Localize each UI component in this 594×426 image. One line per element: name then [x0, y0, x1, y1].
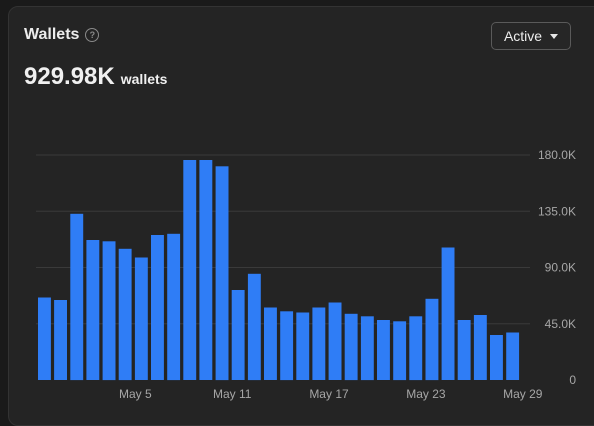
status-dropdown[interactable]: Active — [491, 22, 571, 50]
bar[interactable] — [102, 241, 116, 381]
y-tick-label: 135.0K — [538, 204, 576, 218]
bar[interactable] — [441, 247, 455, 381]
bar[interactable] — [377, 320, 390, 380]
bar[interactable] — [54, 300, 67, 380]
bar[interactable] — [167, 233, 181, 381]
bar[interactable] — [264, 307, 277, 381]
x-tick-label: May 23 — [406, 387, 446, 401]
metric-value: 929.98K — [24, 63, 115, 90]
caret-down-icon — [550, 33, 559, 39]
bar[interactable] — [70, 213, 84, 381]
bar[interactable] — [425, 298, 439, 381]
bar[interactable] — [344, 313, 358, 381]
x-tick-label: May 29 — [503, 387, 543, 401]
bar[interactable] — [360, 316, 374, 381]
bar[interactable] — [393, 321, 407, 381]
bar[interactable] — [151, 235, 164, 380]
bar[interactable] — [296, 312, 310, 381]
bar[interactable] — [215, 166, 229, 381]
y-tick-label: 0 — [569, 373, 576, 387]
y-tick-label: 45.0K — [545, 317, 576, 331]
help-circle-icon[interactable]: ? — [85, 28, 100, 42]
bar[interactable] — [490, 335, 503, 380]
bar[interactable] — [86, 240, 100, 380]
bar[interactable] — [247, 273, 261, 381]
wallets-bar-chart: 0 45.0K 90.0K 135.0K 180.0K May 5 May 11 May 17… — [36, 148, 576, 401]
y-tick-label: 180.0K — [538, 148, 576, 162]
bar[interactable] — [328, 302, 342, 381]
card-title-group: Wallets ? — [24, 26, 100, 44]
bar[interactable] — [118, 248, 132, 381]
bar[interactable] — [312, 307, 326, 381]
bar[interactable] — [183, 160, 197, 380]
y-tick-label: 90.0K — [545, 261, 576, 275]
bar[interactable] — [231, 290, 245, 380]
metric-unit: wallets — [120, 71, 168, 87]
bar[interactable] — [134, 257, 148, 381]
bar[interactable] — [199, 160, 213, 380]
card-title: Wallets — [24, 26, 80, 43]
bar[interactable] — [280, 311, 294, 381]
bar[interactable] — [457, 320, 471, 380]
dropdown-selected-value: Active — [503, 28, 543, 44]
x-tick-label: May 11 — [213, 387, 252, 401]
x-tick-label: May 17 — [309, 387, 349, 401]
bar[interactable] — [473, 315, 487, 380]
bar[interactable] — [506, 332, 520, 381]
metric-summary: 929.98K wallets — [24, 63, 167, 91]
bar[interactable] — [38, 297, 51, 381]
bar[interactable] — [409, 316, 423, 381]
x-tick-label: May 5 — [119, 387, 152, 401]
